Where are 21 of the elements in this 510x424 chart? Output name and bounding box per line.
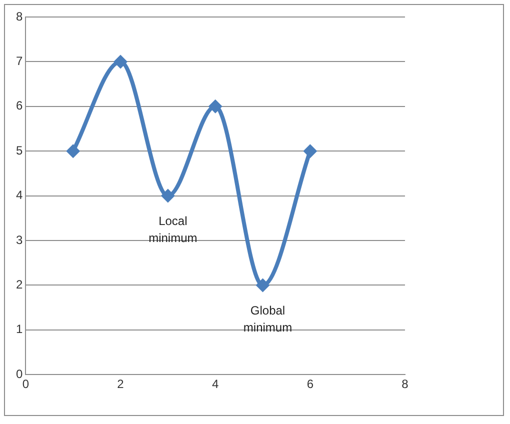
point <box>114 54 128 69</box>
y-tick-label: 0 <box>16 366 23 381</box>
x-tick-label: 2 <box>117 377 124 392</box>
point <box>256 278 270 292</box>
y-tick-label: 7 <box>16 54 23 68</box>
point <box>160 188 175 203</box>
x-tick-label: 6 <box>306 377 314 392</box>
y-tick-label: 3 <box>16 232 23 247</box>
point <box>66 144 80 158</box>
x-tick-label: 8 <box>402 377 409 392</box>
annotation: Global minimum <box>243 304 292 335</box>
annotation: Local minimum <box>148 214 198 246</box>
y-tick-label: 2 <box>16 278 23 292</box>
point <box>303 144 318 158</box>
y-tick-label: 1 <box>16 322 23 336</box>
y-tick-label: 5 <box>16 143 23 158</box>
y-tick-label: 8 <box>16 9 23 24</box>
y-tick-label: 4 <box>16 188 23 202</box>
x-tick-label: 4 <box>212 377 219 392</box>
y-tick-label: 6 <box>16 98 23 113</box>
point <box>208 99 222 114</box>
